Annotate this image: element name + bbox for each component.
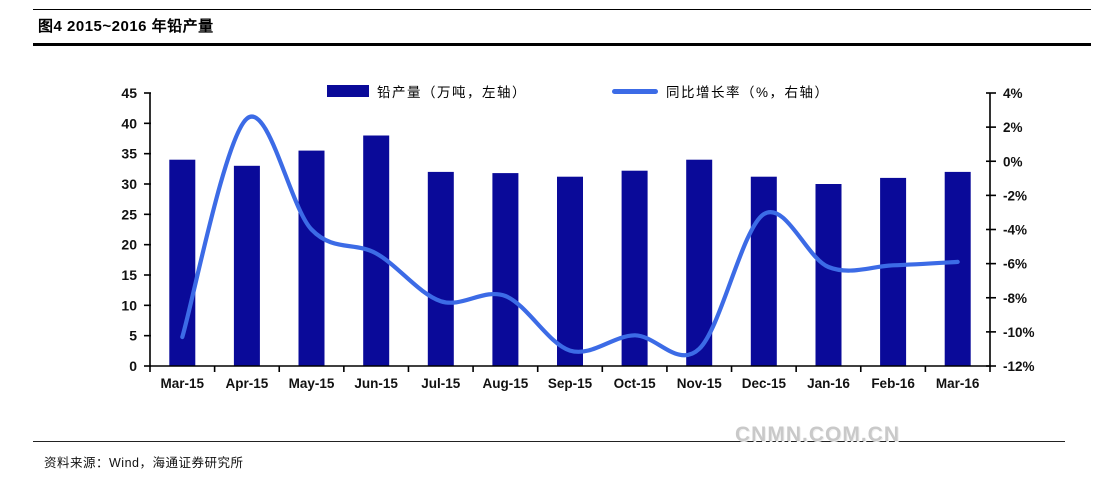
right-axis-tick-label: -12% <box>1003 359 1035 374</box>
figure-title: 图4 2015~2016 年铅产量 <box>38 18 214 35</box>
bar-Mar-16 <box>944 171 971 366</box>
line-series-label: 同比增长率（%，右轴） <box>666 85 830 100</box>
data-source-note: 资料来源：Wind，海通证券研究所 <box>44 456 244 470</box>
left-axis-tick-label: 35 <box>121 146 137 162</box>
x-axis-label: Jan-16 <box>807 376 850 391</box>
watermark-text: CNMN.COM.CN <box>735 423 900 446</box>
right-axis-tick-label: -6% <box>1003 257 1027 272</box>
bar-Jan-16 <box>815 184 842 366</box>
right-axis-tick-label: -4% <box>1003 223 1027 238</box>
right-axis-tick-label: -8% <box>1003 291 1027 306</box>
x-axis-label: Mar-15 <box>161 376 205 391</box>
bar-series-swatch <box>327 85 369 97</box>
left-axis-tick-label: 40 <box>121 115 137 131</box>
bar-Apr-15 <box>233 165 260 366</box>
x-axis-label: May-15 <box>289 376 335 391</box>
footer-rule <box>33 441 1065 442</box>
legend-item-bar: 铅产量（万吨，左轴） <box>327 83 527 100</box>
x-axis-label: Jun-15 <box>354 376 398 391</box>
left-axis-tick-label: 20 <box>121 237 137 253</box>
x-axis-label: Sep-15 <box>548 376 593 391</box>
bar-Nov-15 <box>686 159 713 366</box>
top-rule <box>33 9 1091 10</box>
x-axis-label: Feb-16 <box>871 376 915 391</box>
axis-labels: 45 40 35 30 25 20 15 10 5 0 4% 2% 0% -2% -4% -6% -8% -10%… <box>121 85 1034 391</box>
bar-Dec-15 <box>750 176 777 366</box>
left-axis-tick-label: 45 <box>121 85 137 101</box>
x-axis-label: Dec-15 <box>742 376 787 391</box>
x-axis-label: Aug-15 <box>483 376 529 391</box>
legend-item-line: 同比增长率（%，右轴） <box>612 83 830 100</box>
left-axis-tick-label: 15 <box>121 267 137 283</box>
line-series-swatch <box>612 88 658 94</box>
growth-rate-line <box>180 114 960 358</box>
x-axis-label: Oct-15 <box>614 376 657 391</box>
bar-Feb-16 <box>880 177 907 366</box>
right-axis-tick-label: -2% <box>1003 188 1027 203</box>
right-axis-tick-label: -10% <box>1003 325 1035 340</box>
bar-series <box>169 135 971 366</box>
x-axis-label: Nov-15 <box>677 376 723 391</box>
left-axis-tick-label: 0 <box>129 358 137 374</box>
left-axis-tick-label: 10 <box>121 297 137 313</box>
right-axis-tick-label: 4% <box>1003 86 1023 101</box>
bar-Jul-15 <box>427 171 454 366</box>
x-axis-label: Apr-15 <box>226 376 269 391</box>
combo-chart: 45 40 35 30 25 20 15 10 5 0 4% 2% 0% -2% -4% -6% -8% -10%… <box>121 85 1034 391</box>
right-axis-tick-label: 2% <box>1003 120 1023 135</box>
axes <box>144 92 996 372</box>
bar-Sep-15 <box>557 176 583 366</box>
x-axis-label: Mar-16 <box>936 376 980 391</box>
bar-May-15 <box>298 150 325 366</box>
x-axis-label: Jul-15 <box>421 376 461 391</box>
left-axis-tick-label: 25 <box>121 206 137 222</box>
bar-Aug-15 <box>492 173 519 366</box>
bar-series-label: 铅产量（万吨，左轴） <box>377 85 527 100</box>
line-series <box>180 114 960 358</box>
left-axis-tick-label: 5 <box>129 328 137 344</box>
left-axis-tick-label: 30 <box>121 176 137 192</box>
right-axis-tick-label: 0% <box>1003 154 1023 169</box>
title-underline-rule <box>33 43 1091 46</box>
